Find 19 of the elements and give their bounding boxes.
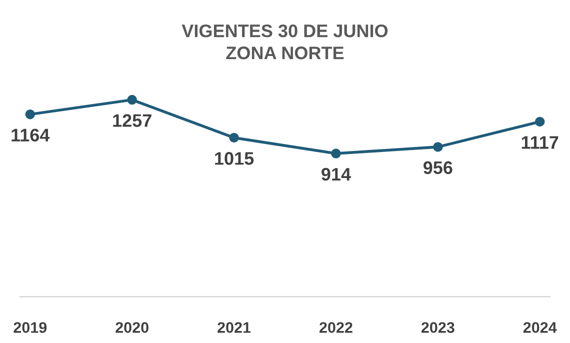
- point: [25, 109, 36, 120]
- chart-title: VIGENTES 30 DE JUNIO ZONA NORTE: [182, 24, 388, 60]
- x-tick-label: 2024: [523, 322, 557, 333]
- point: [534, 116, 545, 127]
- x-tick-label: 2019: [14, 322, 47, 333]
- data-label: 956: [423, 161, 452, 174]
- data-label: 1117: [522, 136, 558, 149]
- data-label: 1015: [215, 152, 254, 165]
- x-tick-label: 2020: [116, 322, 148, 333]
- data-label: 914: [322, 168, 351, 181]
- x-tick-label: 2023: [421, 322, 454, 333]
- point: [127, 94, 137, 105]
- x-tick-label: 2021: [218, 322, 251, 333]
- x-tick-label: 2022: [320, 322, 352, 333]
- point: [229, 132, 239, 143]
- data-label: 1257: [113, 114, 152, 127]
- point: [331, 148, 341, 158]
- point: [433, 142, 443, 152]
- data-label: 1164: [12, 128, 50, 142]
